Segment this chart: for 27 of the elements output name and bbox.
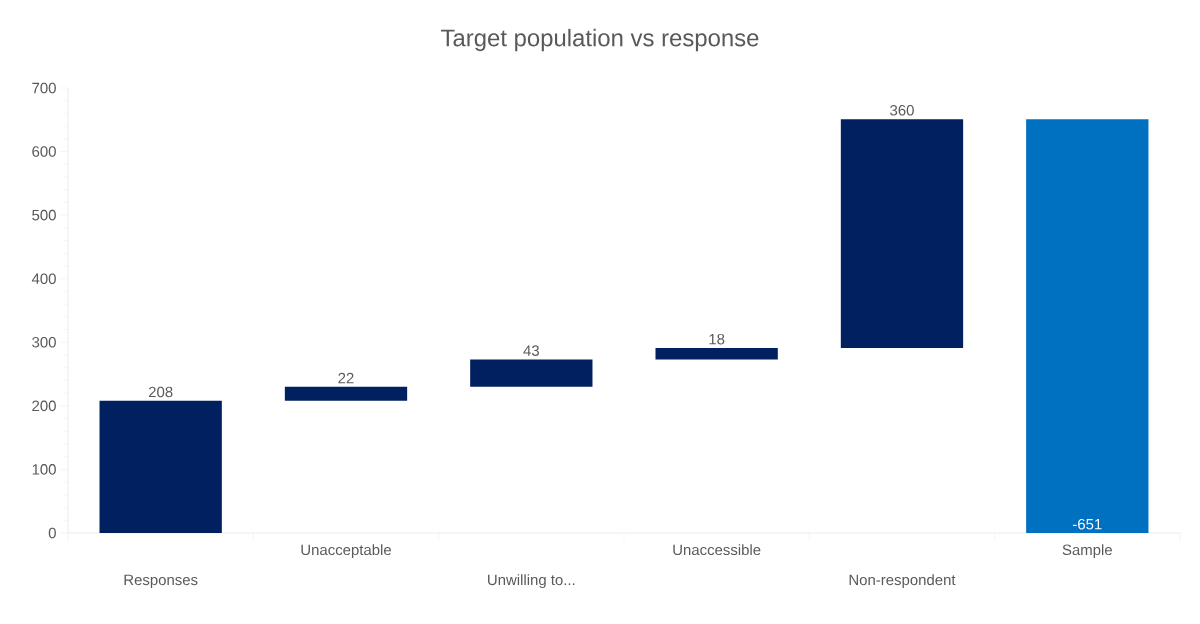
- bar: [470, 359, 593, 387]
- bar: [99, 400, 222, 533]
- data-label: 22: [338, 372, 354, 384]
- data-label: 208: [148, 386, 173, 398]
- chart-title: Target population vs response: [441, 28, 759, 52]
- bar: [1026, 119, 1149, 533]
- data-label: 360: [890, 105, 914, 116]
- y-tick-label: 0: [48, 527, 56, 539]
- y-tick-label: 700: [32, 82, 56, 94]
- data-label: 43: [523, 345, 539, 356]
- y-tick-label: 100: [32, 464, 56, 475]
- bar: [840, 119, 964, 348]
- data-label: -651: [1073, 518, 1102, 530]
- bar: [655, 347, 778, 360]
- bar: [284, 386, 408, 401]
- x-tick-label: Unwilling to...: [488, 574, 575, 589]
- x-tick-label: Unacceptable: [301, 544, 391, 559]
- y-tick-label: 200: [32, 400, 56, 412]
- y-tick-label: 300: [32, 336, 56, 348]
- y-tick-label: 600: [32, 146, 56, 157]
- x-tick-label: Unaccessible: [673, 544, 761, 556]
- x-tick-label: Sample: [1062, 544, 1112, 559]
- x-tick-label: Responses: [124, 574, 198, 589]
- x-tick-label: Non-respondent: [849, 574, 956, 589]
- y-tick-label: 500: [32, 209, 56, 221]
- data-label: 18: [709, 333, 725, 345]
- y-tick-label: 400: [31, 273, 56, 284]
